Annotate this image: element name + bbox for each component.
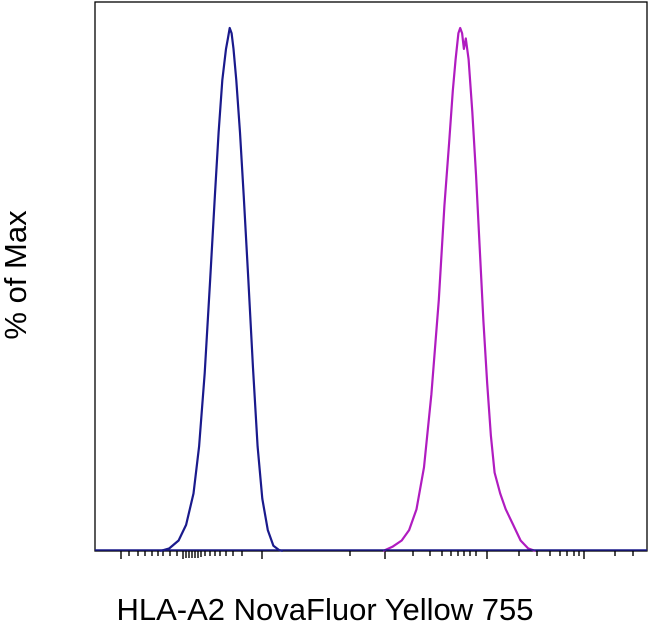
x-axis-label: HLA-A2 NovaFluor Yellow 755: [116, 592, 534, 627]
series-layer: [95, 26, 647, 553]
series-line-0: [159, 26, 283, 553]
plot-frame: [94, 1, 648, 552]
y-axis-label: % of Max: [0, 210, 33, 340]
series-line-1: [382, 26, 536, 553]
x-axis-ticks: [120, 551, 634, 559]
